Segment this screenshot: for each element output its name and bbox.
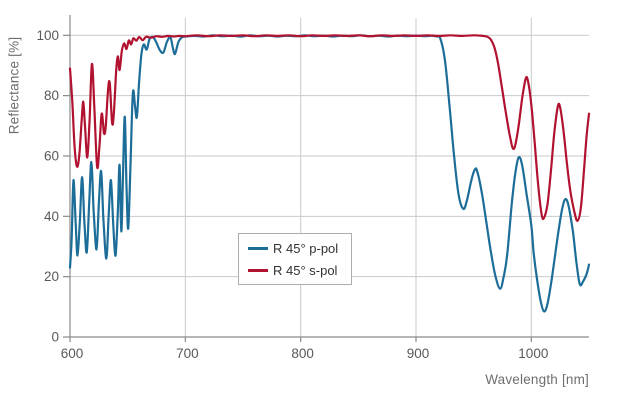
legend-label: R 45° p-pol — [273, 241, 339, 256]
legend-line-swatch — [248, 247, 268, 250]
legend: R 45° p-pol R 45° s-pol — [238, 233, 352, 285]
x-axis-title: Wavelength [nm] — [485, 372, 589, 387]
legend-line-swatch — [248, 269, 268, 272]
legend-item: R 45° s-pol — [248, 263, 343, 278]
x-tick-label: 1000 — [518, 346, 548, 361]
tick-label-layer: 0 20 40 60 80 100 600 700 800 900 1000 — [36, 28, 548, 361]
series-layer — [68, 34, 591, 313]
y-tick-label: 100 — [36, 28, 59, 43]
y-axis-title: Reflectance [%] — [6, 36, 22, 135]
legend-label: R 45° s-pol — [273, 263, 338, 278]
axis-layer — [63, 15, 589, 342]
x-tick-label: 800 — [291, 346, 314, 361]
y-tick-label: 60 — [44, 148, 59, 163]
y-tick-label: 0 — [51, 330, 59, 345]
y-tick-label: 20 — [44, 269, 59, 284]
x-tick-label: 600 — [61, 346, 84, 361]
y-tick-label: 80 — [44, 88, 59, 103]
x-tick-label: 900 — [407, 346, 430, 361]
x-tick-label: 700 — [176, 346, 199, 361]
grid-layer — [70, 18, 589, 337]
y-tick-label: 40 — [44, 209, 59, 224]
series-line-r-45-s-pol — [68, 34, 591, 222]
legend-item: R 45° p-pol — [248, 241, 343, 256]
